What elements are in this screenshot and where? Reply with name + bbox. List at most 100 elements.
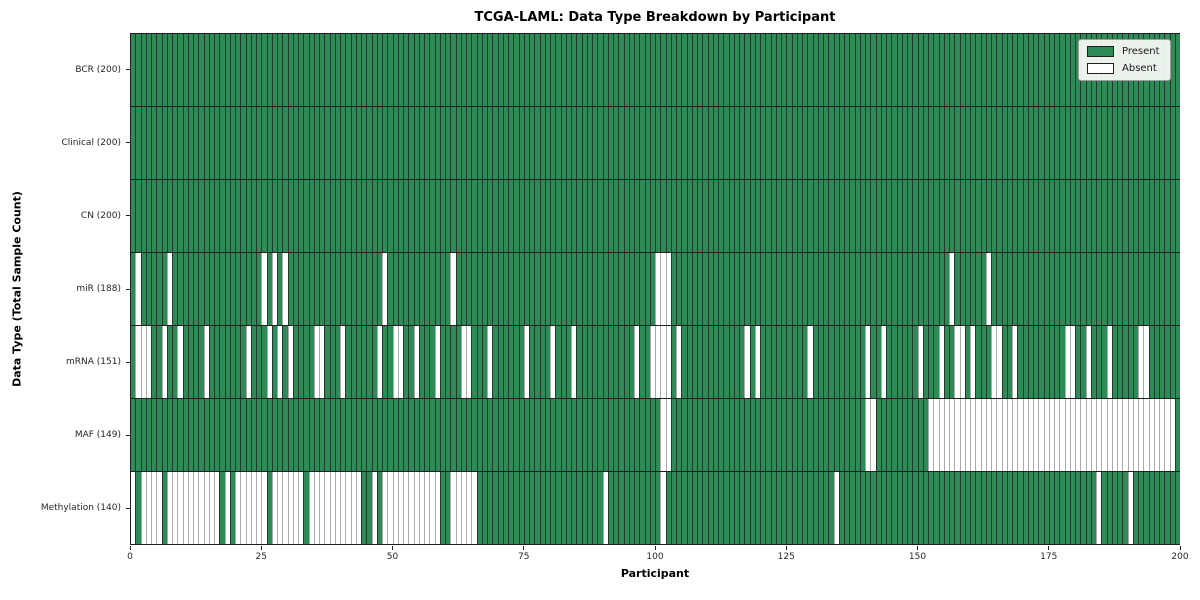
cell-clinical-p34 bbox=[308, 107, 314, 179]
y-tick-label-mrna: mRNA (151) bbox=[66, 357, 121, 368]
cell-methylation-p37 bbox=[324, 472, 330, 544]
cell-mir-p0 bbox=[131, 253, 136, 325]
cell-clinical-p199 bbox=[1174, 107, 1180, 179]
cell-clinical-p122 bbox=[770, 107, 776, 179]
cell-maf-p22 bbox=[245, 399, 251, 471]
cell-clinical-p26 bbox=[266, 107, 272, 179]
cell-mrna-p135 bbox=[838, 326, 844, 398]
cell-maf-p67 bbox=[481, 399, 487, 471]
cell-bcr-p169 bbox=[1017, 34, 1023, 106]
cell-cn-p159 bbox=[964, 180, 970, 252]
cell-methylation-p1 bbox=[135, 472, 141, 544]
cell-mrna-p122 bbox=[770, 326, 776, 398]
cell-clinical-p0 bbox=[131, 107, 136, 179]
cell-clinical-p55 bbox=[418, 107, 424, 179]
cell-mir-p67 bbox=[481, 253, 487, 325]
cell-mir-p125 bbox=[786, 253, 792, 325]
cell-mrna-p16 bbox=[214, 326, 220, 398]
cell-mrna-p43 bbox=[355, 326, 361, 398]
cell-maf-p171 bbox=[1027, 399, 1033, 471]
cell-maf-p53 bbox=[408, 399, 414, 471]
cell-cn-p85 bbox=[576, 180, 582, 252]
cell-mrna-p174 bbox=[1043, 326, 1049, 398]
cell-bcr-p11 bbox=[187, 34, 193, 106]
cell-methylation-p80 bbox=[550, 472, 556, 544]
cell-cn-p3 bbox=[145, 180, 151, 252]
cell-bcr-p90 bbox=[602, 34, 608, 106]
cell-methylation-p29 bbox=[282, 472, 288, 544]
x-tick-label-175: 175 bbox=[1040, 552, 1058, 562]
cell-mir-p88 bbox=[592, 253, 598, 325]
cell-maf-p143 bbox=[880, 399, 886, 471]
cell-bcr-p165 bbox=[996, 34, 1002, 106]
cell-methylation-p181 bbox=[1080, 472, 1086, 544]
cell-cn-p43 bbox=[355, 180, 361, 252]
cell-mrna-p170 bbox=[1022, 326, 1028, 398]
cell-methylation-p122 bbox=[770, 472, 776, 544]
cell-mir-p148 bbox=[907, 253, 913, 325]
cell-mir-p155 bbox=[943, 253, 949, 325]
cell-mir-p167 bbox=[1006, 253, 1012, 325]
cell-cn-p196 bbox=[1159, 180, 1165, 252]
cell-methylation-p189 bbox=[1122, 472, 1128, 544]
cell-maf-p71 bbox=[502, 399, 508, 471]
y-tick-label-cn: CN (200) bbox=[80, 210, 121, 221]
cell-maf-p51 bbox=[397, 399, 403, 471]
cell-cn-p33 bbox=[303, 180, 309, 252]
cell-cn-p79 bbox=[544, 180, 550, 252]
cell-mir-p151 bbox=[922, 253, 928, 325]
cell-cn-p86 bbox=[581, 180, 587, 252]
cell-methylation-p102 bbox=[665, 472, 671, 544]
cell-methylation-p89 bbox=[597, 472, 603, 544]
cell-bcr-p76 bbox=[529, 34, 535, 106]
cell-methylation-p38 bbox=[329, 472, 335, 544]
cell-cn-p108 bbox=[697, 180, 703, 252]
cell-bcr-p44 bbox=[361, 34, 367, 106]
cell-mir-p93 bbox=[618, 253, 624, 325]
cell-mrna-p126 bbox=[791, 326, 797, 398]
cell-clinical-p114 bbox=[728, 107, 734, 179]
cell-maf-p133 bbox=[828, 399, 834, 471]
cell-clinical-p18 bbox=[224, 107, 230, 179]
cell-mrna-p156 bbox=[949, 326, 955, 398]
cell-maf-p79 bbox=[544, 399, 550, 471]
cell-mir-p50 bbox=[392, 253, 398, 325]
cell-maf-p149 bbox=[912, 399, 918, 471]
cell-cn-p11 bbox=[187, 180, 193, 252]
cell-mrna-p82 bbox=[560, 326, 566, 398]
cell-cn-p150 bbox=[917, 180, 923, 252]
cell-maf-p63 bbox=[460, 399, 466, 471]
cell-mrna-p2 bbox=[140, 326, 146, 398]
cell-mrna-p96 bbox=[634, 326, 640, 398]
cell-mrna-p151 bbox=[922, 326, 928, 398]
cell-maf-p137 bbox=[849, 399, 855, 471]
cell-mrna-p180 bbox=[1075, 326, 1081, 398]
cell-cn-p41 bbox=[345, 180, 351, 252]
cell-cn-p143 bbox=[880, 180, 886, 252]
cell-mir-p9 bbox=[177, 253, 183, 325]
cell-cn-p106 bbox=[686, 180, 692, 252]
cell-mir-p69 bbox=[492, 253, 498, 325]
cell-mrna-p52 bbox=[403, 326, 409, 398]
cell-mir-p66 bbox=[476, 253, 482, 325]
cell-clinical-p59 bbox=[439, 107, 445, 179]
cell-cn-p88 bbox=[592, 180, 598, 252]
cell-clinical-p126 bbox=[791, 107, 797, 179]
cell-mir-p127 bbox=[796, 253, 802, 325]
cell-bcr-p5 bbox=[156, 34, 162, 106]
cell-maf-p127 bbox=[796, 399, 802, 471]
cell-mir-p48 bbox=[382, 253, 388, 325]
cell-bcr-p126 bbox=[791, 34, 797, 106]
cell-clinical-p73 bbox=[513, 107, 519, 179]
cell-maf-p163 bbox=[985, 399, 991, 471]
cell-clinical-p2 bbox=[140, 107, 146, 179]
cell-mrna-p33 bbox=[303, 326, 309, 398]
cell-mir-p194 bbox=[1148, 253, 1154, 325]
cell-bcr-p84 bbox=[571, 34, 577, 106]
cell-clinical-p172 bbox=[1033, 107, 1039, 179]
cell-cn-p156 bbox=[949, 180, 955, 252]
cell-clinical-p69 bbox=[492, 107, 498, 179]
cell-mir-p135 bbox=[838, 253, 844, 325]
cell-cn-p60 bbox=[445, 180, 451, 252]
cell-maf-p128 bbox=[802, 399, 808, 471]
